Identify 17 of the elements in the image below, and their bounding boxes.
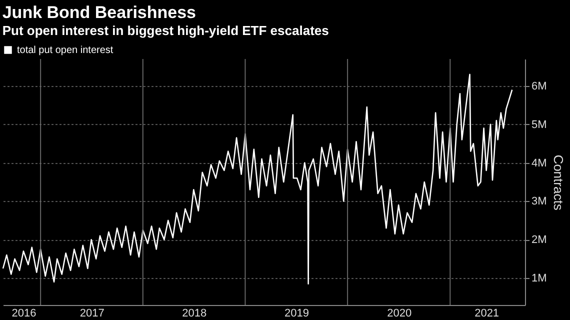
y-tick-label: 1M <box>532 272 547 285</box>
x-tick-label: 2018 <box>182 308 207 320</box>
line-series <box>2 74 513 285</box>
x-tick-label: 2021 <box>474 308 500 320</box>
y-tick-label: 5M <box>532 118 547 131</box>
y-axis-title: Contracts <box>550 154 566 211</box>
y-tick-label: 4M <box>532 157 547 170</box>
x-tick-label: 2016 <box>12 308 36 320</box>
x-tick-label: 2017 <box>80 308 104 320</box>
x-tick-label: 2019 <box>284 308 309 320</box>
x-tick-label: 2020 <box>387 308 412 320</box>
legend-label: total put open interest <box>17 45 114 56</box>
y-tick-label: 6M <box>532 80 547 92</box>
chart-subtitle: Put open interest in biggest high-yield ETF escalates <box>2 23 329 38</box>
chart-title: Junk Bond Bearishness <box>2 3 196 22</box>
y-tick-label: 3M <box>532 196 547 208</box>
y-tick-label: 2M <box>532 234 547 246</box>
